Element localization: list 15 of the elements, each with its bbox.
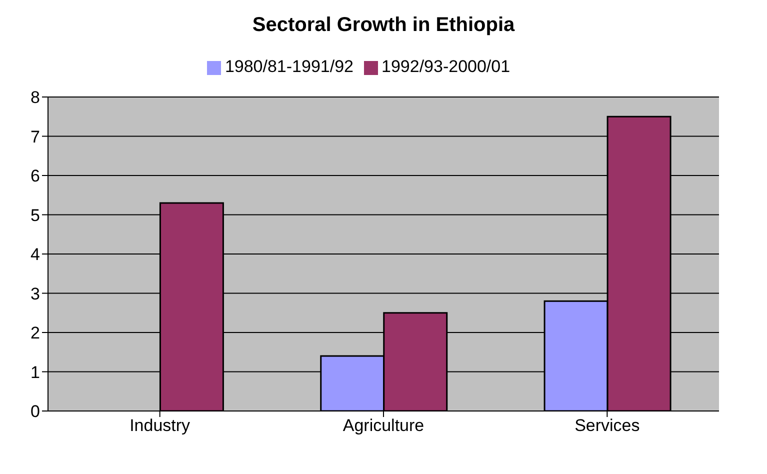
y-tick-label: 7 (30, 127, 40, 146)
y-tick-label: 5 (30, 206, 40, 225)
y-tick-label: 1 (30, 362, 40, 382)
x-tick-label: Industry (130, 416, 191, 436)
x-tick-label: Agriculture (342, 416, 424, 436)
x-tick-label: Services (574, 416, 640, 436)
y-tick-label: 6 (30, 166, 40, 186)
legend-label: 1992/93-2000/01 (382, 57, 510, 76)
y-tick-label: 8 (30, 88, 40, 108)
y-tick-label: 4 (30, 245, 40, 264)
chart-title: Sectoral Growth in Ethiopia (251, 14, 516, 37)
y-tick-label: 2 (30, 324, 40, 343)
y-tick-label: 0 (30, 402, 40, 422)
legend-label: 1980/81-1991/92 (224, 57, 354, 76)
y-tick-label: 3 (30, 284, 40, 304)
